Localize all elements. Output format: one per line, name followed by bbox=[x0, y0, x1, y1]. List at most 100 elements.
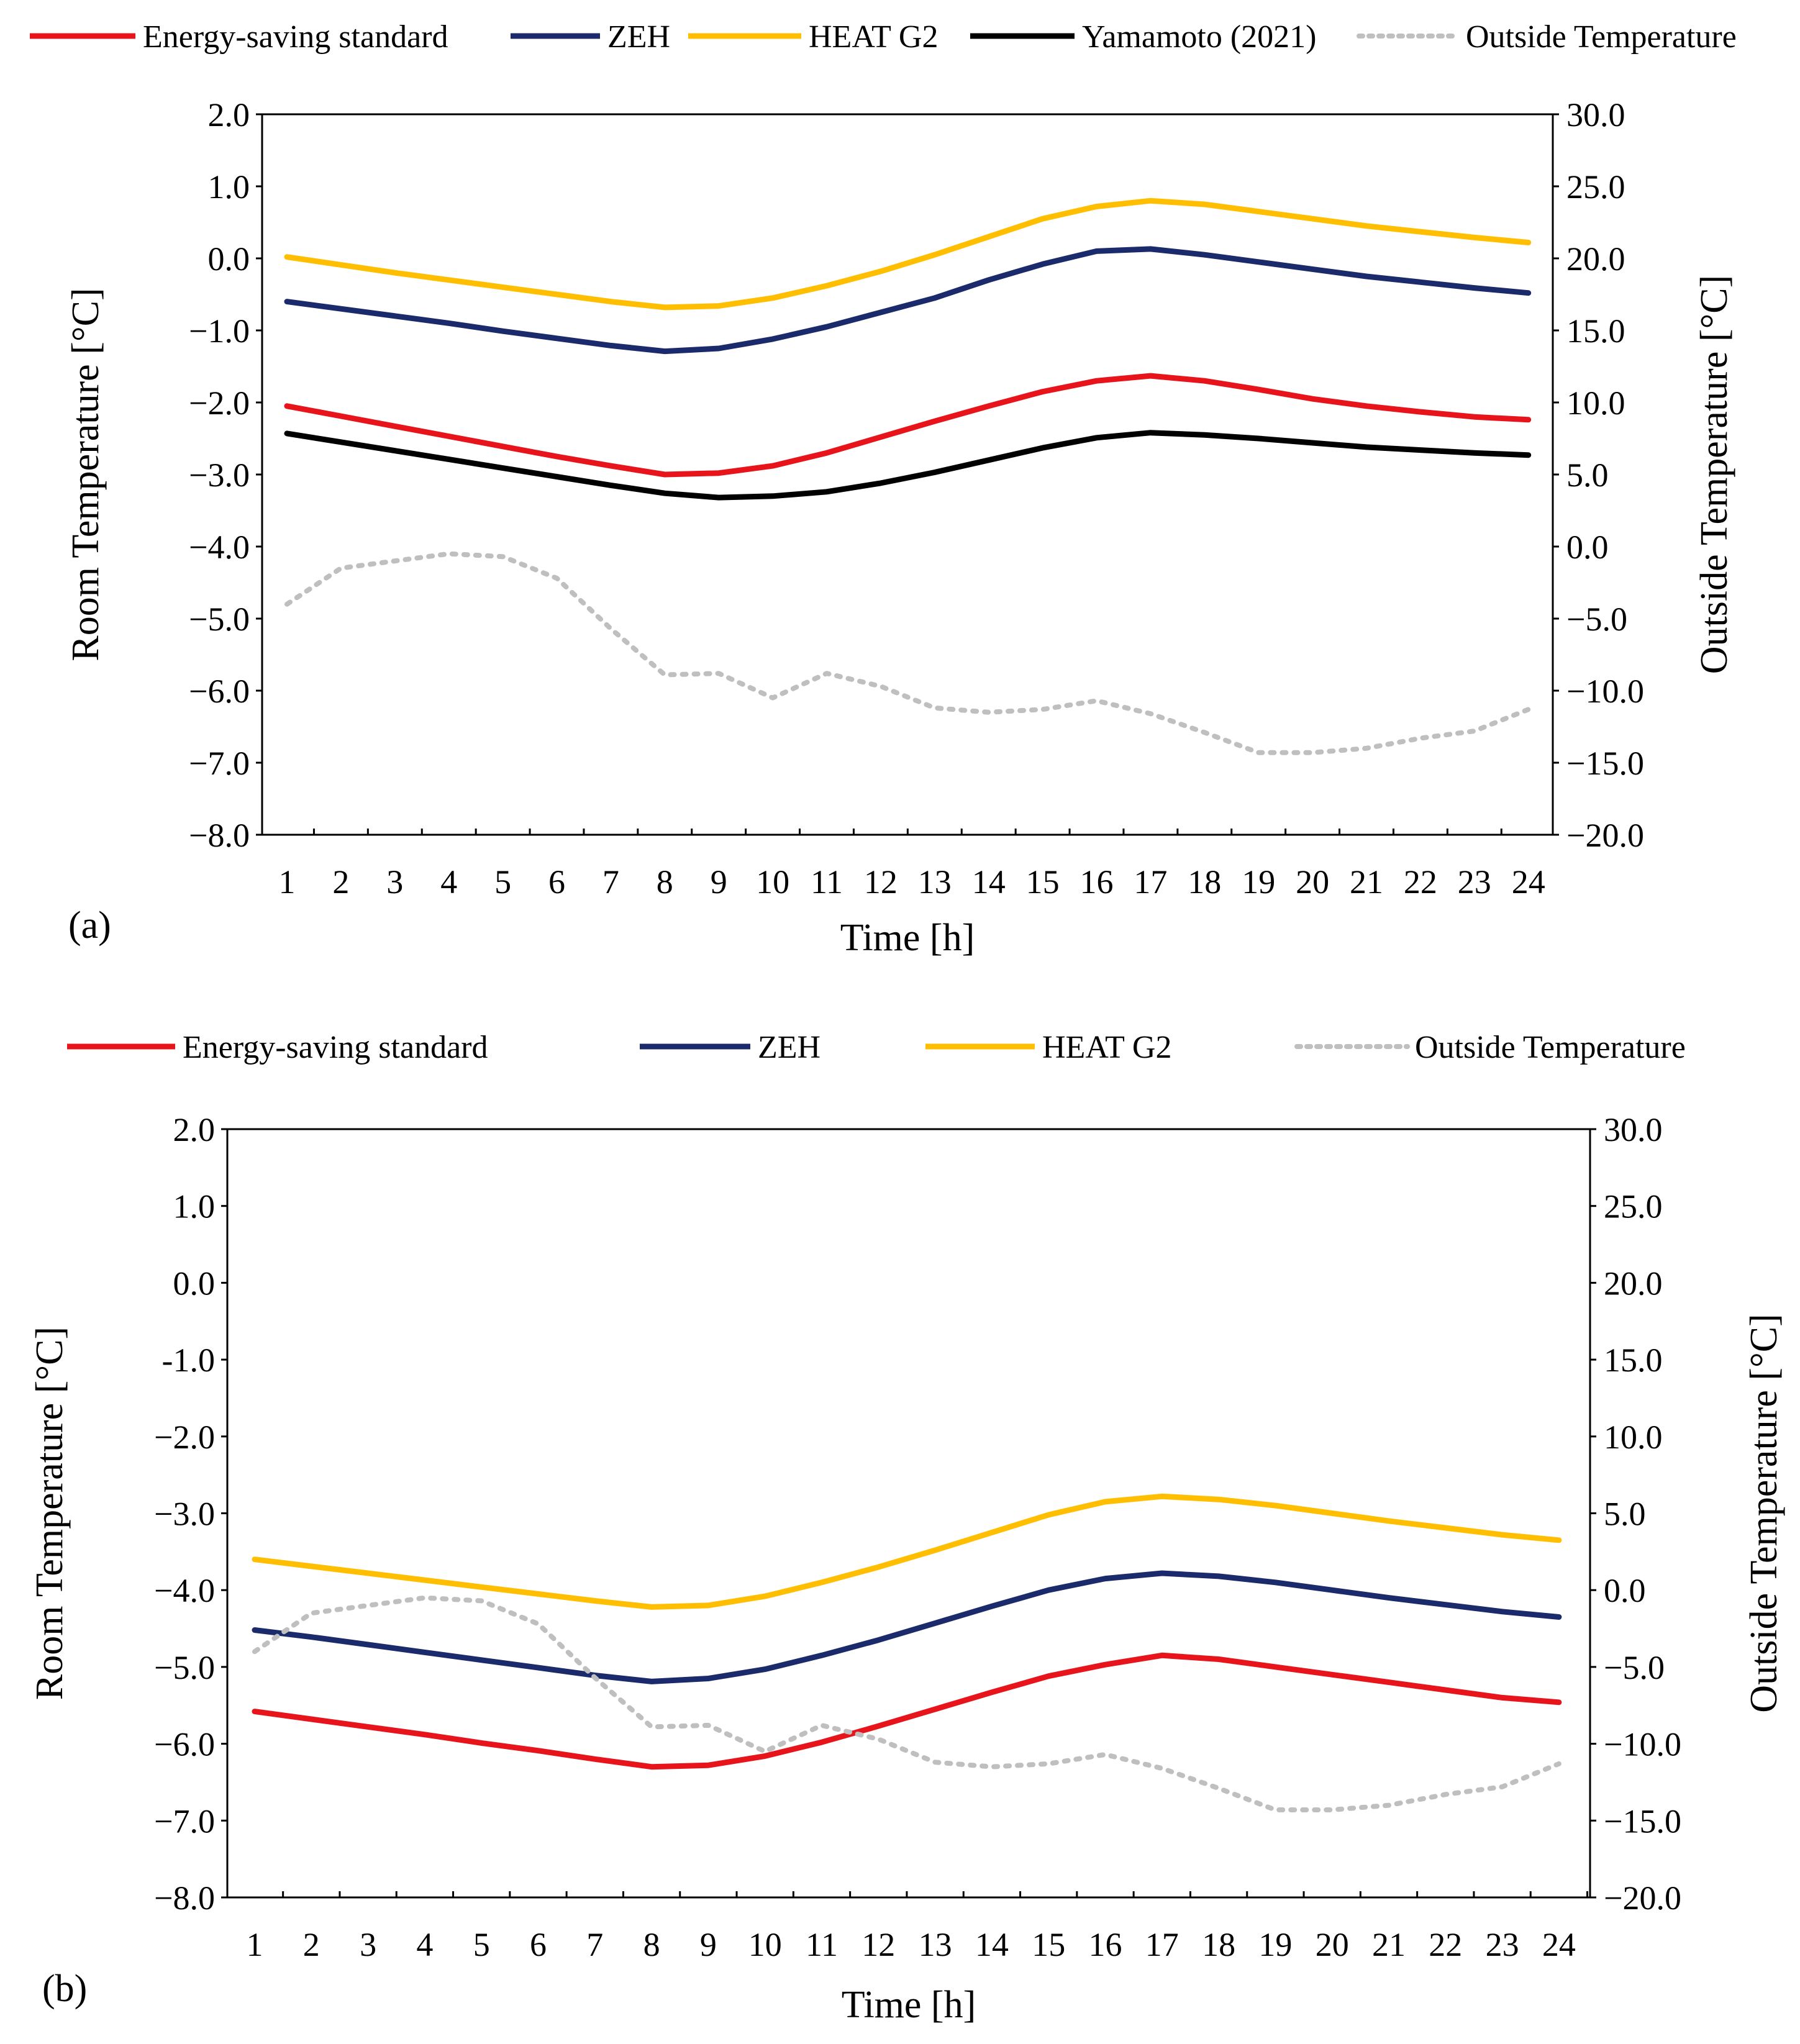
y2-tick-label: 5.0 bbox=[1604, 1496, 1646, 1533]
y2-tick-label: −5.0 bbox=[1604, 1649, 1665, 1686]
y-tick-label: -1.0 bbox=[162, 1342, 215, 1379]
x-tick-label: 23 bbox=[1458, 863, 1491, 901]
y2-tick-label: 20.0 bbox=[1604, 1265, 1663, 1302]
x-tick-label: 15 bbox=[1026, 863, 1060, 901]
x-tick-label: 3 bbox=[360, 1926, 376, 1963]
y2-tick-label: −10.0 bbox=[1604, 1726, 1681, 1763]
y-tick-label: −7.0 bbox=[189, 745, 250, 782]
y2-tick-label: 0.0 bbox=[1604, 1572, 1646, 1609]
legend-label-1: ZEH bbox=[758, 1030, 820, 1065]
x-tick-label: 6 bbox=[548, 863, 565, 901]
x-tick-label: 5 bbox=[494, 863, 511, 901]
y2-tick-label: 30.0 bbox=[1566, 96, 1625, 134]
legend-label-3: Yamamoto (2021) bbox=[1082, 19, 1316, 55]
y2-tick-label: −15.0 bbox=[1566, 745, 1644, 782]
x-tick-label: 17 bbox=[1145, 1926, 1179, 1963]
y2-tick-label: 25.0 bbox=[1566, 168, 1625, 206]
legend-label-2: HEAT G2 bbox=[809, 19, 938, 55]
y2-tick-label: 10.0 bbox=[1604, 1419, 1663, 1456]
legend-label-1: ZEH bbox=[607, 19, 670, 55]
y-tick-label: 1.0 bbox=[173, 1188, 216, 1225]
x-tick-label: 20 bbox=[1296, 863, 1329, 901]
x-tick-label: 20 bbox=[1316, 1926, 1349, 1963]
y2-tick-label: −5.0 bbox=[1566, 601, 1627, 638]
x-tick-label: 9 bbox=[711, 863, 727, 901]
y-tick-label: −1.0 bbox=[189, 312, 250, 350]
y-tick-label: 1.0 bbox=[208, 168, 250, 206]
x-tick-label: 8 bbox=[657, 863, 673, 901]
y2-tick-label: −15.0 bbox=[1604, 1802, 1681, 1840]
x-tick-label: 13 bbox=[919, 1926, 952, 1963]
y-tick-label: 0.0 bbox=[208, 240, 250, 278]
legend-label-4: Outside Temperature bbox=[1466, 19, 1737, 55]
y2-tick-label: −20.0 bbox=[1566, 817, 1644, 854]
x-tick-label: 13 bbox=[918, 863, 952, 901]
x-tick-label: 11 bbox=[811, 863, 843, 901]
x-tick-label: 12 bbox=[861, 1926, 895, 1963]
panel-label: (b) bbox=[42, 1968, 87, 2010]
x-tick-label: 10 bbox=[756, 863, 789, 901]
y-tick-label: −3.0 bbox=[189, 456, 250, 494]
series-line-outside-temperature bbox=[284, 551, 1531, 755]
x-tick-label: 7 bbox=[586, 1926, 603, 1963]
y-tick-label: −8.0 bbox=[189, 817, 250, 854]
x-tick-label: 2 bbox=[332, 863, 349, 901]
y-tick-label: 0.0 bbox=[173, 1265, 216, 1302]
x-tick-label: 21 bbox=[1350, 863, 1383, 901]
y-tick-label: −5.0 bbox=[189, 601, 250, 638]
x-tick-label: 23 bbox=[1486, 1926, 1519, 1963]
y-tick-label: 2.0 bbox=[208, 96, 250, 134]
legend-label-2: HEAT G2 bbox=[1042, 1030, 1171, 1065]
y-tick-label: −8.0 bbox=[154, 1879, 215, 1917]
x-tick-label: 18 bbox=[1188, 863, 1221, 901]
y2-tick-label: 15.0 bbox=[1604, 1342, 1663, 1379]
y-axis-title: Room Temperature [°C] bbox=[29, 1327, 71, 1700]
x-tick-label: 19 bbox=[1258, 1926, 1292, 1963]
y2-tick-label: 30.0 bbox=[1604, 1111, 1663, 1148]
x-tick-label: 11 bbox=[806, 1926, 838, 1963]
x-tick-label: 16 bbox=[1089, 1926, 1122, 1963]
legend-label-0: Energy-saving standard bbox=[143, 19, 448, 55]
x-tick-label: 19 bbox=[1242, 863, 1275, 901]
series-line-zeh bbox=[252, 1570, 1562, 1684]
y-tick-label: −7.0 bbox=[154, 1802, 215, 1840]
x-tick-label: 4 bbox=[416, 1926, 433, 1963]
panel-label: (a) bbox=[68, 904, 111, 947]
series-line-heat-g2 bbox=[252, 1493, 1562, 1610]
y-tick-label: −3.0 bbox=[154, 1496, 215, 1533]
y2-tick-label: 5.0 bbox=[1566, 456, 1609, 494]
series-line-yamamoto-2021 bbox=[284, 430, 1532, 501]
y-tick-label: −2.0 bbox=[154, 1419, 215, 1456]
x-tick-label: 22 bbox=[1404, 863, 1437, 901]
x-axis-title: Time [h] bbox=[842, 1984, 976, 2026]
y2-axis-title: Outside Temperature [°C] bbox=[1743, 1314, 1785, 1713]
plot-frame bbox=[226, 1128, 1591, 1899]
x-tick-label: 24 bbox=[1512, 863, 1545, 901]
x-tick-label: 9 bbox=[700, 1926, 717, 1963]
x-tick-label: 18 bbox=[1202, 1926, 1235, 1963]
y2-tick-label: 10.0 bbox=[1566, 384, 1625, 422]
y-axis-title: Room Temperature [°C] bbox=[65, 288, 107, 661]
series-line-outside-temperature bbox=[252, 1595, 1561, 1812]
x-tick-label: 3 bbox=[386, 863, 403, 901]
x-tick-label: 16 bbox=[1080, 863, 1114, 901]
x-tick-label: 22 bbox=[1429, 1926, 1462, 1963]
x-tick-label: 17 bbox=[1134, 863, 1167, 901]
series-line-zeh bbox=[284, 246, 1532, 355]
x-tick-label: 24 bbox=[1542, 1926, 1576, 1963]
y-tick-label: −2.0 bbox=[189, 384, 250, 422]
y2-tick-label: 0.0 bbox=[1566, 529, 1609, 566]
y-tick-label: 2.0 bbox=[173, 1111, 216, 1148]
panel-b: Energy-saving standard ZEH HEAT G2 Outside … bbox=[29, 1030, 1785, 2026]
y-tick-label: −4.0 bbox=[189, 529, 250, 566]
x-tick-label: 14 bbox=[975, 1926, 1009, 1963]
y-tick-label: −6.0 bbox=[189, 673, 250, 710]
y-tick-label: −6.0 bbox=[154, 1726, 215, 1763]
y2-tick-label: −20.0 bbox=[1604, 1879, 1681, 1917]
x-tick-label: 7 bbox=[602, 863, 619, 901]
x-axis-title: Time [h] bbox=[840, 917, 975, 959]
x-tick-label: 8 bbox=[643, 1926, 660, 1963]
y2-tick-label: 20.0 bbox=[1566, 240, 1625, 278]
y-tick-label: −5.0 bbox=[154, 1649, 215, 1686]
